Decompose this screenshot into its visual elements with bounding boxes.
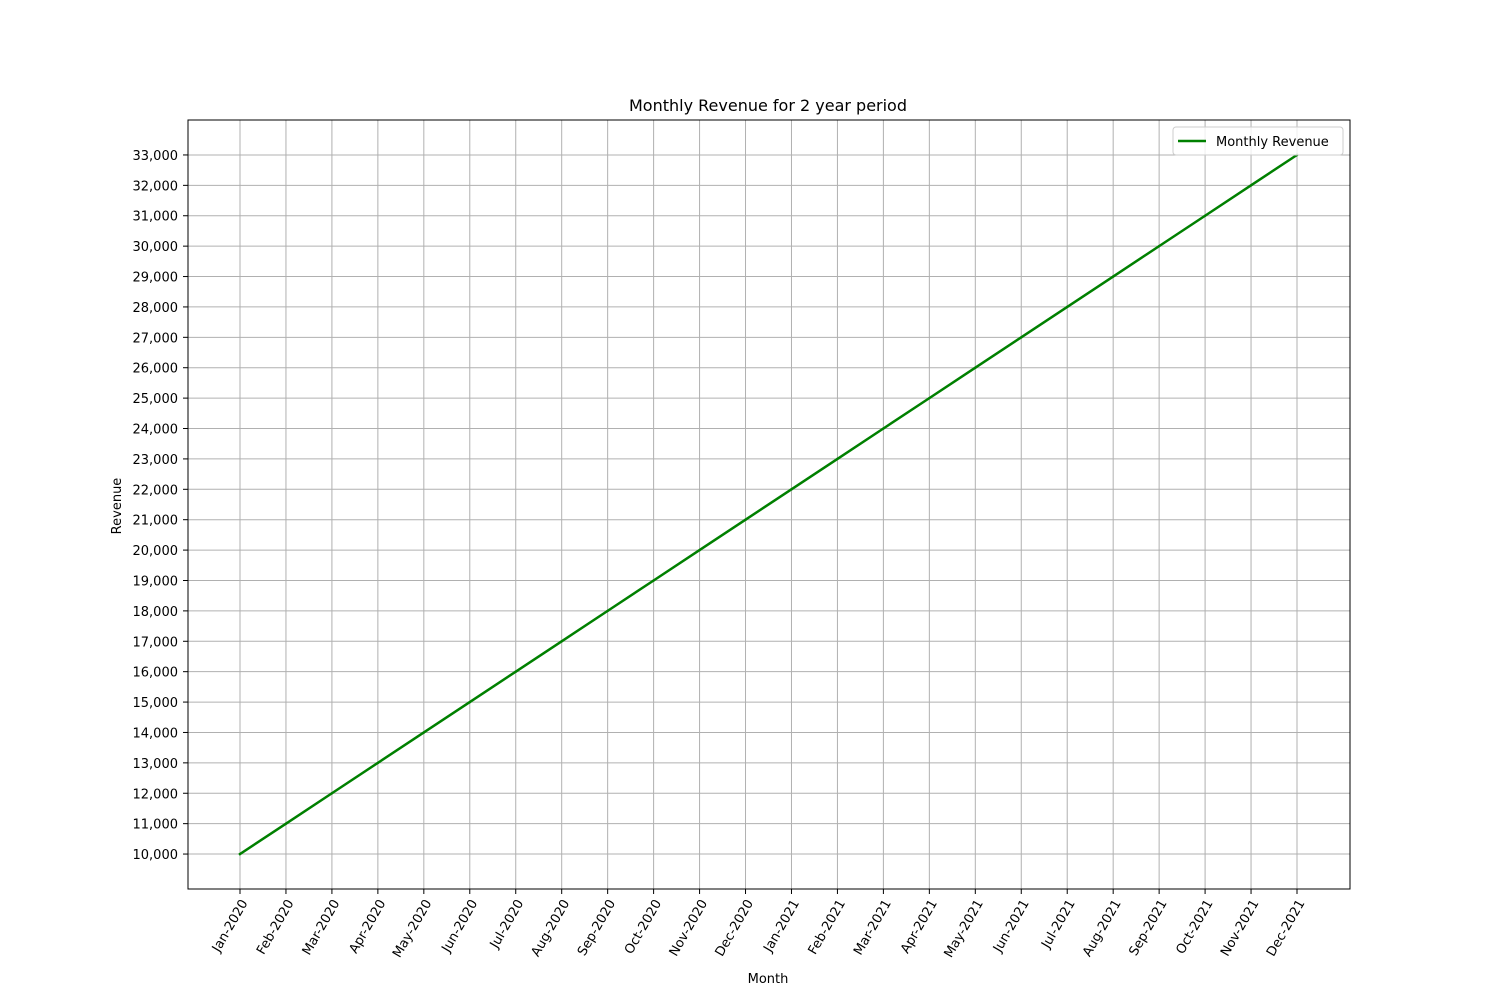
y-tick-label: 30,000 <box>133 240 179 255</box>
y-tick-label: 27,000 <box>133 331 179 346</box>
series-layer <box>238 153 1299 856</box>
y-axis-label: Revenue <box>110 478 125 535</box>
x-tick-label: Dec-2021 <box>1264 897 1308 959</box>
y-tick-label: 19,000 <box>133 574 179 589</box>
x-tick-label: Mar-2021 <box>851 897 895 958</box>
y-tick-label: 21,000 <box>133 514 179 529</box>
x-tick-label: Jan-2021 <box>761 897 803 955</box>
data-point <box>652 579 655 582</box>
y-tick-label: 12,000 <box>133 787 179 802</box>
y-tick-label: 24,000 <box>133 423 179 438</box>
y-tick-label: 25,000 <box>133 392 179 407</box>
x-tick-label: Jun-2021 <box>990 897 1033 956</box>
y-tick-label: 23,000 <box>133 453 179 468</box>
y-tick-label: 26,000 <box>133 362 179 377</box>
x-tick-label: Feb-2021 <box>806 897 849 957</box>
legend-box <box>1172 126 1344 156</box>
y-tick-label: 22,000 <box>133 483 179 498</box>
data-point <box>422 731 426 734</box>
data-point <box>606 609 609 613</box>
x-axis-label: Month <box>748 972 789 987</box>
data-point <box>698 548 701 552</box>
y-tick-label: 16,000 <box>133 666 179 681</box>
x-tick-label: Aug-2020 <box>529 897 574 959</box>
y-tick-label: 32,000 <box>133 179 179 194</box>
y-tick-label: 13,000 <box>133 757 179 772</box>
data-point <box>284 822 288 825</box>
x-tick-label: Oct-2020 <box>622 897 665 957</box>
x-tick-label: Jul-2021 <box>1038 897 1078 952</box>
y-tick-label: 20,000 <box>133 544 179 559</box>
x-tick-label: Aug-2021 <box>1080 897 1125 959</box>
data-point <box>1111 275 1115 278</box>
y-tick-label: 29,000 <box>133 271 179 286</box>
data-point <box>790 488 793 491</box>
x-tick-label: Sep-2021 <box>1126 897 1170 958</box>
data-point <box>238 852 242 856</box>
y-tick-label: 14,000 <box>133 726 179 741</box>
legend: Monthly Revenue <box>1172 126 1344 156</box>
data-point <box>1020 336 1023 339</box>
x-tick-label: Feb-2020 <box>254 897 297 957</box>
x-tick-label: Mar-2020 <box>300 897 344 958</box>
y-tick-label: 10,000 <box>133 848 179 863</box>
y-tick-label: 17,000 <box>133 635 179 650</box>
x-tick-label: Apr-2021 <box>898 897 941 956</box>
x-tick-label: May-2021 <box>942 897 987 960</box>
y-tick-label: 15,000 <box>133 696 179 711</box>
legend-label: Monthly Revenue <box>1216 135 1329 150</box>
y-tick-label: 28,000 <box>133 301 179 316</box>
data-point <box>330 792 334 795</box>
x-tick-label: Nov-2021 <box>1218 897 1262 959</box>
x-tick-label: May-2020 <box>390 897 435 960</box>
x-tick-label: Oct-2021 <box>1173 897 1216 957</box>
x-tick-label: Apr-2020 <box>347 897 390 956</box>
data-point <box>376 761 380 765</box>
data-point <box>468 700 472 704</box>
data-point <box>974 366 977 369</box>
x-tick-label: Sep-2020 <box>575 897 619 958</box>
y-tick-label: 31,000 <box>133 210 179 225</box>
x-tick-label: Jul-2020 <box>487 897 527 952</box>
data-point <box>882 427 885 430</box>
series-line <box>238 153 1299 856</box>
x-tick-label: Dec-2020 <box>713 897 757 959</box>
data-point <box>836 457 839 461</box>
data-point <box>1065 305 1069 309</box>
chart-title: Monthly Revenue for 2 year period <box>629 96 907 115</box>
data-point <box>1157 244 1161 248</box>
x-tick-label: Nov-2020 <box>667 897 711 959</box>
x-tick-label: Jan-2020 <box>209 897 251 955</box>
grid <box>188 120 1350 889</box>
data-point <box>514 670 517 673</box>
data-point <box>560 640 563 643</box>
y-tick-label: 18,000 <box>133 605 179 620</box>
y-axis: 10,000 11,000 12,000 13,000 14,000 15,000 16,0… <box>133 149 188 863</box>
y-tick-label: 33,000 <box>133 149 179 164</box>
y-tick-label: 11,000 <box>133 818 179 833</box>
data-point <box>744 518 747 521</box>
x-axis: Jan-2020 Feb-2020 Mar-2020 Apr-2020 May-2020… <box>209 889 1308 961</box>
data-point <box>1203 214 1207 217</box>
plot-frame <box>187 119 1351 890</box>
data-point <box>928 396 931 400</box>
x-tick-label: Jun-2020 <box>439 897 482 956</box>
data-point <box>1249 184 1253 187</box>
